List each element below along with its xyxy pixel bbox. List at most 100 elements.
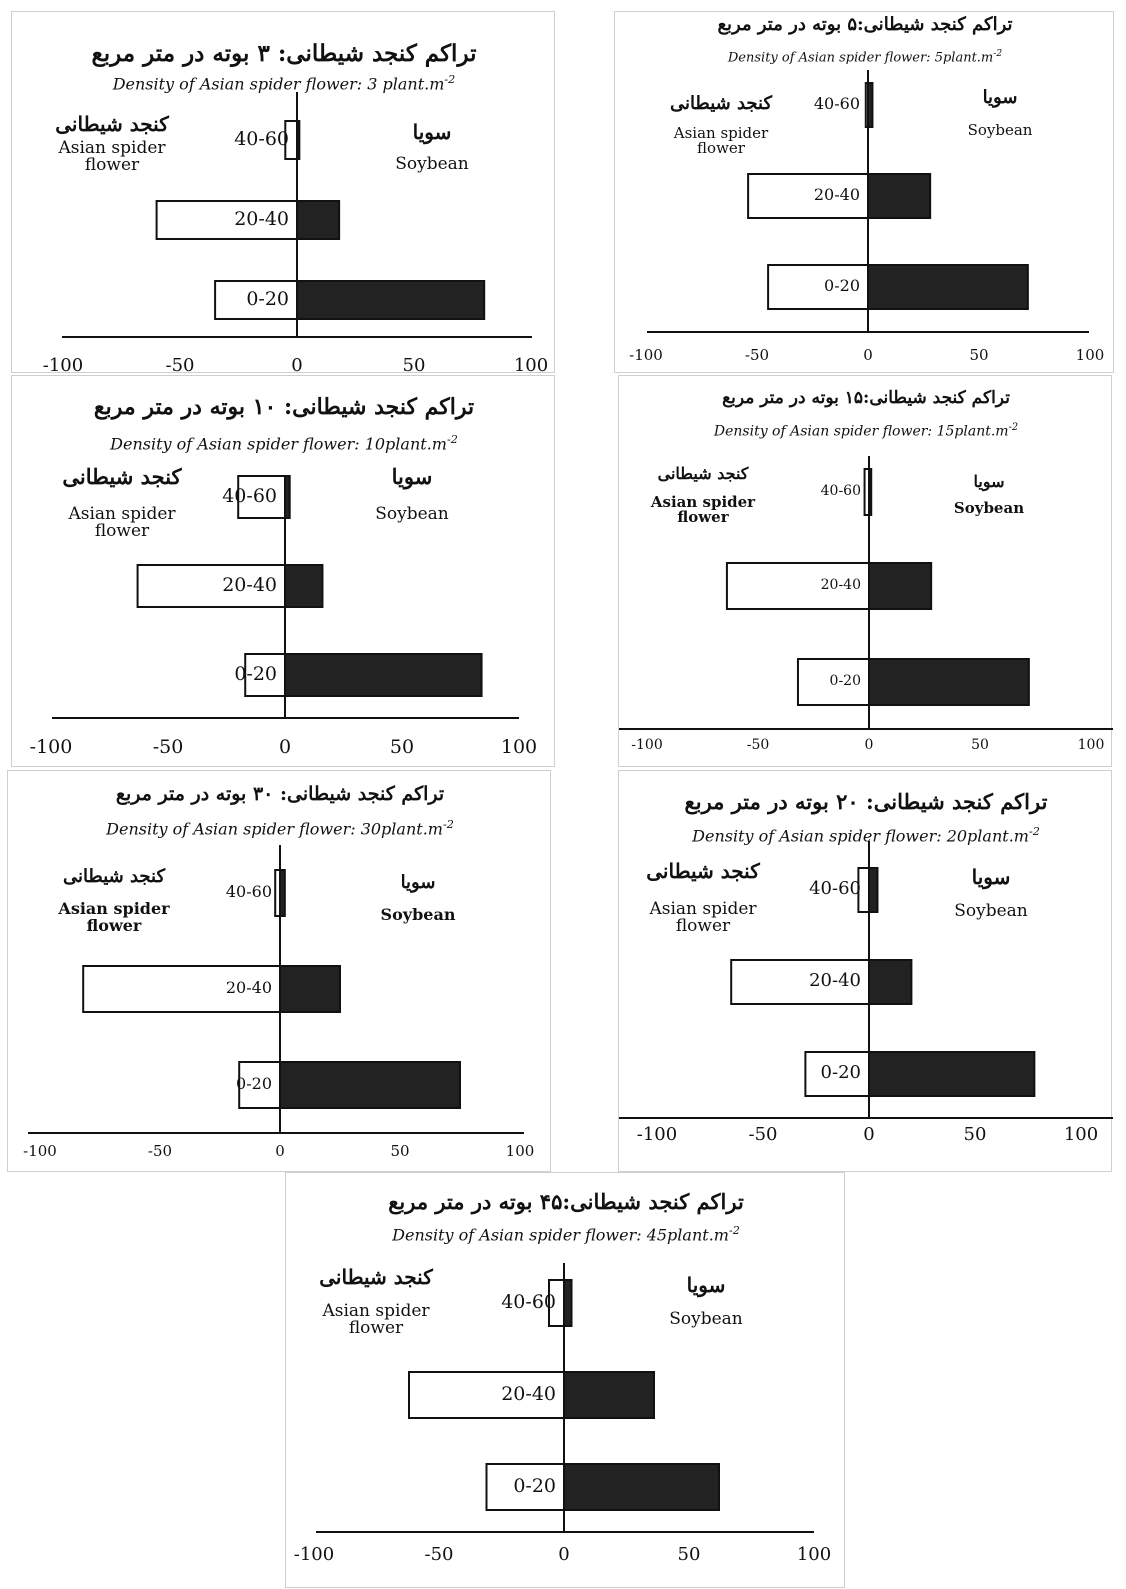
soybean-label-en: Soybean <box>669 1308 743 1329</box>
chart-panel-3: -100 -50 0 50 100 40-60 20-40 0-20 تراکم کنجد شی… <box>11 375 555 767</box>
chart-subtitle: Density of Asian spider flower: 30plant.… <box>106 818 454 839</box>
x-tick-label: 50 <box>677 1544 701 1566</box>
soybean-label-en: Soybean <box>954 900 1028 921</box>
category-label-40-60: 40-60 <box>820 483 861 500</box>
soybean-bar-0-20 <box>296 280 486 320</box>
weed-label-en: Asian spider flower <box>673 123 769 158</box>
weed-bar-20-40 <box>730 959 870 1005</box>
x-tick-label: 0 <box>558 1544 570 1566</box>
category-label-20-40: 20-40 <box>809 970 861 992</box>
weed-label-fa: کنجد شیطانی <box>669 93 773 114</box>
x-tick-label: -50 <box>744 346 770 364</box>
x-tick-label: 0 <box>275 1142 285 1160</box>
category-label-0-20: 0-20 <box>829 673 861 690</box>
chart-panel-1: -100 -50 0 50 100 40-60 20-40 0-20 تراکم کنجد شی… <box>11 11 555 377</box>
weed-bar-0-20 <box>804 1051 870 1097</box>
category-label-0-20: 0-20 <box>234 662 277 685</box>
x-tick-label: -100 <box>631 736 663 753</box>
x-tick-label: -100 <box>629 346 663 364</box>
category-label-20-40: 20-40 <box>234 207 289 230</box>
soybean-bar-0-20 <box>868 658 1030 706</box>
chart-plot-area <box>62 92 532 338</box>
x-tick-label: -100 <box>42 355 84 377</box>
chart-title: تراکم کنجد شیطانی: ۲۰ بوته در متر مربع <box>684 789 1048 814</box>
soybean-bar-20-40 <box>868 959 913 1005</box>
soybean-bar-20-40 <box>563 1371 655 1419</box>
soybean-bar-0-20 <box>279 1061 461 1109</box>
x-tick-label: 100 <box>513 355 549 377</box>
category-label-40-60: 40-60 <box>813 94 860 114</box>
category-label-40-60: 40-60 <box>225 882 272 902</box>
x-tick-label: -50 <box>147 1142 173 1160</box>
x-tick-label: 50 <box>969 346 989 364</box>
subtitle-superscript: -2 <box>1008 422 1019 433</box>
chart-plot-area <box>28 845 524 1134</box>
chart-title: تراکم کنجد شیطانی:۵ بوته در متر مربع <box>717 14 1013 35</box>
soybean-bar-0-20 <box>867 264 1029 310</box>
chart-panel-7: -100 -50 0 50 100 40-60 20-40 0-20 تراکم کنجد شی… <box>285 1172 845 1588</box>
soybean-label-en: Soybean <box>395 153 469 174</box>
weed-label-en: Asian spider flower <box>649 898 757 937</box>
x-tick-label: 100 <box>505 1142 535 1160</box>
soybean-bar-0-20 <box>868 1051 1036 1097</box>
chart-plot-area <box>619 456 1113 730</box>
chart-title: تراکم کنجد شیطانی: ۳ بوته در متر مربع <box>91 40 477 67</box>
chart-subtitle: Density of Asian spider flower: 10plant.… <box>110 433 458 454</box>
soybean-label-fa: سویا <box>686 1273 726 1297</box>
category-label-0-20: 0-20 <box>236 1074 272 1094</box>
soybean-bar-20-40 <box>868 562 933 610</box>
soybean-bar-20-40 <box>296 200 341 240</box>
category-label-20-40: 20-40 <box>225 978 272 998</box>
chart-panel-6: -100 -50 0 50 100 40-60 20-40 0-20 تراکم کنجد شی… <box>618 770 1113 1172</box>
weed-bar-20-40 <box>408 1371 565 1419</box>
weed-label-en: Asian spider flower <box>650 492 756 527</box>
soybean-label-en: Soybean <box>375 503 449 524</box>
x-tick-label: 0 <box>864 736 874 753</box>
x-tick-label: 50 <box>389 735 415 758</box>
chart-subtitle: Density of Asian spider flower: 5plant.m… <box>727 49 1003 66</box>
category-label-20-40: 20-40 <box>501 1382 556 1405</box>
x-tick-label: 0 <box>863 1124 875 1146</box>
category-label-40-60: 40-60 <box>501 1290 556 1313</box>
subtitle-superscript: -2 <box>993 49 1003 59</box>
subtitle-superscript: -2 <box>444 73 456 86</box>
weed-bar-20-40 <box>747 173 869 219</box>
x-tick-label: 100 <box>1063 1124 1099 1146</box>
soybean-bar-0-20 <box>563 1463 720 1511</box>
soybean-label-fa: سویا <box>400 872 436 893</box>
x-tick-label: 100 <box>500 735 538 758</box>
soybean-label-fa: سویا <box>973 472 1005 491</box>
weed-bar-20-40 <box>82 965 281 1013</box>
category-label-40-60: 40-60 <box>809 878 861 900</box>
x-tick-label: 100 <box>796 1544 832 1566</box>
soybean-bar-20-40 <box>284 564 324 608</box>
x-tick-label: 0 <box>291 355 303 377</box>
category-label-0-20: 0-20 <box>513 1474 556 1497</box>
x-tick-label: -50 <box>746 736 770 753</box>
weed-bar-0-20 <box>767 264 870 310</box>
weed-label-fa: کنجد شیطانی <box>55 112 169 136</box>
x-tick-label: 0 <box>863 346 873 364</box>
chart-subtitle: Density of Asian spider flower: 45plant.… <box>392 1224 740 1245</box>
soybean-bar-0-20 <box>284 653 483 697</box>
category-label-40-60: 40-60 <box>222 484 277 507</box>
weed-bar-0-20 <box>238 1061 281 1109</box>
chart-title: تراکم کنجد شیطانی:۱۵ بوته در متر مربع <box>722 388 1010 408</box>
chart-title: تراکم کنجد شیطانی: ۳۰ بوته در متر مربع <box>115 783 445 805</box>
chart-panel-2: -100 -50 0 50 100 40-60 20-40 0-20 تراکم کنجد شی… <box>614 11 1114 373</box>
weed-label-fa: کنجد شیطانی <box>62 866 166 887</box>
chart-subtitle: Density of Asian spider flower: 15plant.… <box>713 422 1019 440</box>
chart-subtitle: Density of Asian spider flower: 20plant.… <box>692 825 1040 846</box>
soybean-label-en: Soybean <box>967 120 1033 139</box>
soybean-label-en: Soybean <box>380 905 456 924</box>
x-tick-label: 100 <box>1075 346 1105 364</box>
soybean-label-fa: سویا <box>971 865 1011 889</box>
x-tick-label: 0 <box>278 735 292 758</box>
weed-label-en: Asian spider flower <box>68 503 176 542</box>
x-tick-label: -100 <box>636 1124 678 1146</box>
weed-label-fa: کنجد شیطانی <box>62 463 182 489</box>
x-tick-label: 100 <box>1077 736 1105 753</box>
weed-label-fa: کنجد شیطانی <box>657 464 749 483</box>
soybean-bar-20-40 <box>279 965 341 1013</box>
weed-label-en: Asian spider flower <box>322 1300 430 1339</box>
